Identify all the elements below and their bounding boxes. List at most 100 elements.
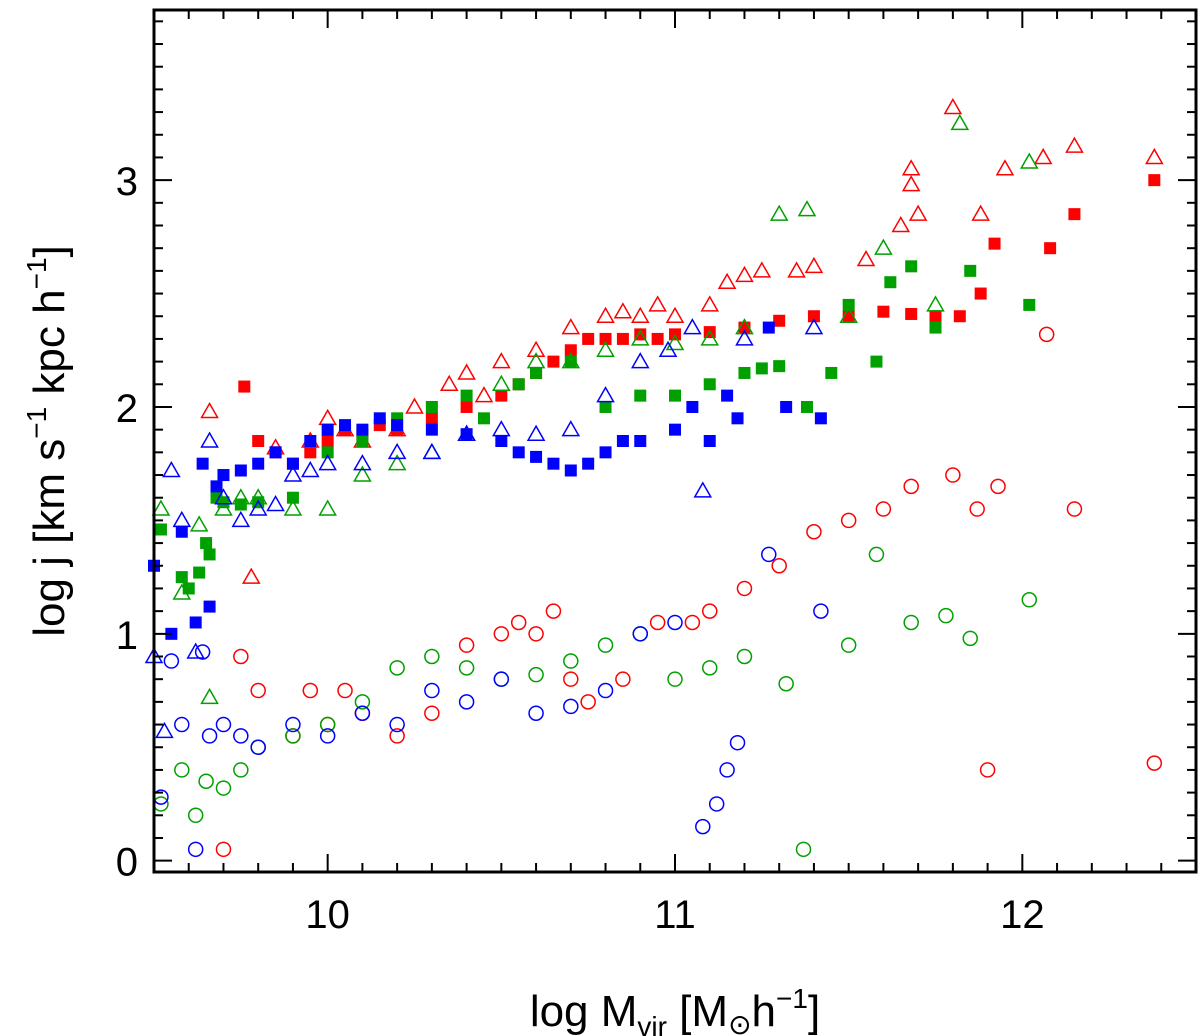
data-point-square — [721, 389, 734, 402]
data-point-square — [321, 423, 334, 436]
data-point-square — [460, 400, 473, 413]
data-point-circle — [695, 818, 711, 835]
data-point-square — [356, 435, 369, 447]
data-point-circle — [701, 603, 718, 619]
data-point-triangle — [155, 721, 174, 739]
data-point-square — [460, 389, 473, 402]
data-point-triangle — [797, 200, 817, 217]
data-point-square — [964, 264, 977, 277]
data-point-triangle — [1145, 147, 1164, 165]
data-point-circle — [667, 614, 683, 631]
data-point-circle — [649, 614, 666, 631]
data-point-square — [530, 450, 543, 463]
data-point-triangle — [735, 329, 754, 346]
data-point-circle — [736, 580, 753, 597]
data-point-triangle — [422, 442, 442, 460]
data-point-circle — [969, 501, 985, 517]
data-point-triangle — [1019, 152, 1039, 169]
data-point-triangle — [266, 495, 285, 512]
data-point-triangle — [648, 295, 667, 312]
data-point-circle — [597, 637, 614, 653]
data-point-square — [175, 571, 188, 584]
data-point-circle — [215, 780, 232, 796]
data-point-square — [391, 419, 404, 432]
data-point-square — [1068, 208, 1081, 221]
data-point-triangle — [596, 386, 615, 403]
series-blue-triangles — [144, 318, 824, 739]
y-label-exponent-1: −1 — [21, 407, 52, 439]
data-point-circle — [424, 648, 440, 665]
y-label-text: log j [km s — [25, 439, 74, 637]
data-point-circle — [945, 467, 961, 483]
data-point-square — [599, 400, 612, 413]
data-point-circle — [285, 716, 301, 733]
data-point-triangle — [405, 397, 424, 414]
data-point-circle — [813, 603, 829, 619]
data-point-circle — [337, 682, 353, 699]
data-point-triangle — [839, 306, 858, 323]
data-point-circle — [771, 558, 787, 574]
data-point-circle — [840, 512, 857, 529]
data-point-square — [269, 446, 282, 459]
data-point-circle — [701, 660, 718, 676]
x-label-exponent: −1 — [776, 983, 808, 1014]
data-point-circle — [458, 637, 475, 653]
data-point-circle — [1021, 592, 1038, 608]
data-point-circle — [667, 671, 683, 687]
data-point-circle — [233, 648, 249, 665]
data-point-square — [154, 523, 167, 536]
data-point-triangle — [596, 340, 615, 358]
data-point-square — [304, 435, 317, 447]
data-point-triangle — [630, 329, 650, 346]
data-point-square — [321, 435, 334, 447]
data-point-triangle — [901, 175, 921, 192]
data-point-square — [842, 298, 855, 311]
data-point-square — [703, 435, 716, 447]
data-point-square — [929, 310, 942, 323]
data-point-square — [616, 332, 629, 345]
data-point-square — [762, 321, 775, 334]
data-point-square — [196, 457, 209, 470]
data-point-square — [870, 355, 883, 368]
data-point-triangle — [189, 515, 209, 532]
data-point-circle — [1066, 501, 1083, 517]
data-point-circle — [563, 671, 579, 687]
data-point-triangle — [353, 465, 372, 482]
data-point-square — [703, 378, 716, 391]
data-point-square — [286, 457, 299, 470]
data-point-triangle — [787, 261, 806, 278]
data-point-circle — [250, 739, 266, 755]
data-point-triangle — [943, 98, 963, 115]
data-point-square — [210, 480, 223, 493]
x-label-sun-symbol: ⊙ — [728, 1009, 751, 1036]
data-point-circle — [719, 762, 735, 778]
data-point-triangle — [856, 250, 876, 267]
data-point-triangle — [700, 295, 720, 312]
data-point-circle — [389, 716, 405, 733]
y-label-exponent-2: −1 — [21, 257, 52, 289]
data-point-triangle — [283, 465, 303, 482]
data-point-triangle — [683, 318, 702, 335]
data-point-square — [286, 491, 299, 504]
data-point-circle — [198, 773, 214, 790]
data-point-triangle — [693, 481, 713, 498]
data-point-triangle — [200, 687, 219, 705]
data-point-square — [905, 260, 918, 273]
data-point-triangle — [804, 256, 824, 274]
y-label-mid: kpc h — [25, 289, 74, 406]
data-point-triangle — [186, 642, 205, 659]
data-point-circle — [354, 694, 371, 710]
data-point-circle — [510, 614, 527, 631]
data-point-triangle — [318, 499, 337, 516]
data-point-square — [547, 457, 560, 470]
data-point-square — [599, 446, 612, 459]
data-point-circle — [545, 603, 562, 619]
data-points — [144, 98, 1164, 858]
data-point-triangle — [901, 159, 921, 176]
data-point-square — [252, 457, 265, 470]
data-point-circle — [424, 682, 440, 699]
data-point-triangle — [700, 329, 720, 346]
data-point-triangle — [1065, 136, 1084, 153]
data-point-square — [825, 366, 838, 379]
